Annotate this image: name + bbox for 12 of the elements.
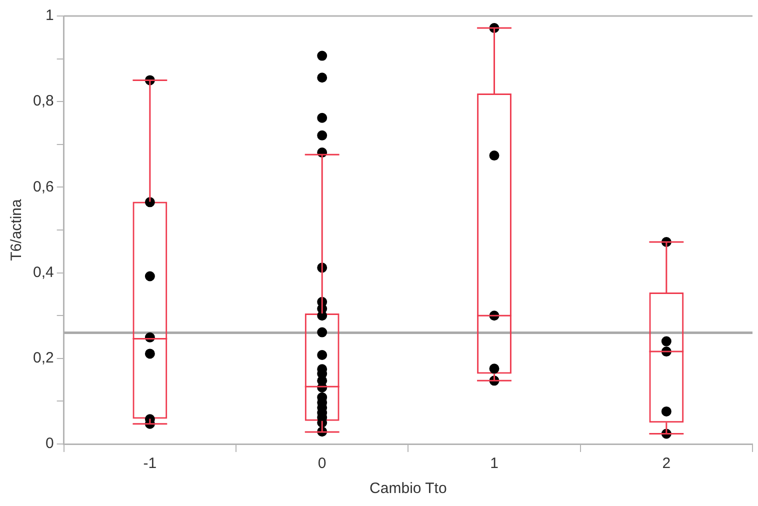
y-tick-label: 1 — [46, 7, 54, 24]
x-tick-label: 1 — [490, 455, 498, 472]
x-tick-label: 0 — [318, 455, 326, 472]
y-tick-label: 0,4 — [32, 264, 54, 281]
y-tick-label: 0,8 — [32, 92, 54, 110]
x-tick-label: -1 — [143, 455, 157, 472]
y-tick-label: 0 — [46, 435, 54, 452]
y-tick-label: 0,2 — [32, 350, 54, 367]
y-tick-label: 0,6 — [32, 178, 54, 196]
x-axis-title: Cambio Tto — [370, 480, 447, 498]
x-tick-label: 2 — [662, 455, 671, 472]
y-axis-title: T6/actina — [8, 198, 26, 261]
